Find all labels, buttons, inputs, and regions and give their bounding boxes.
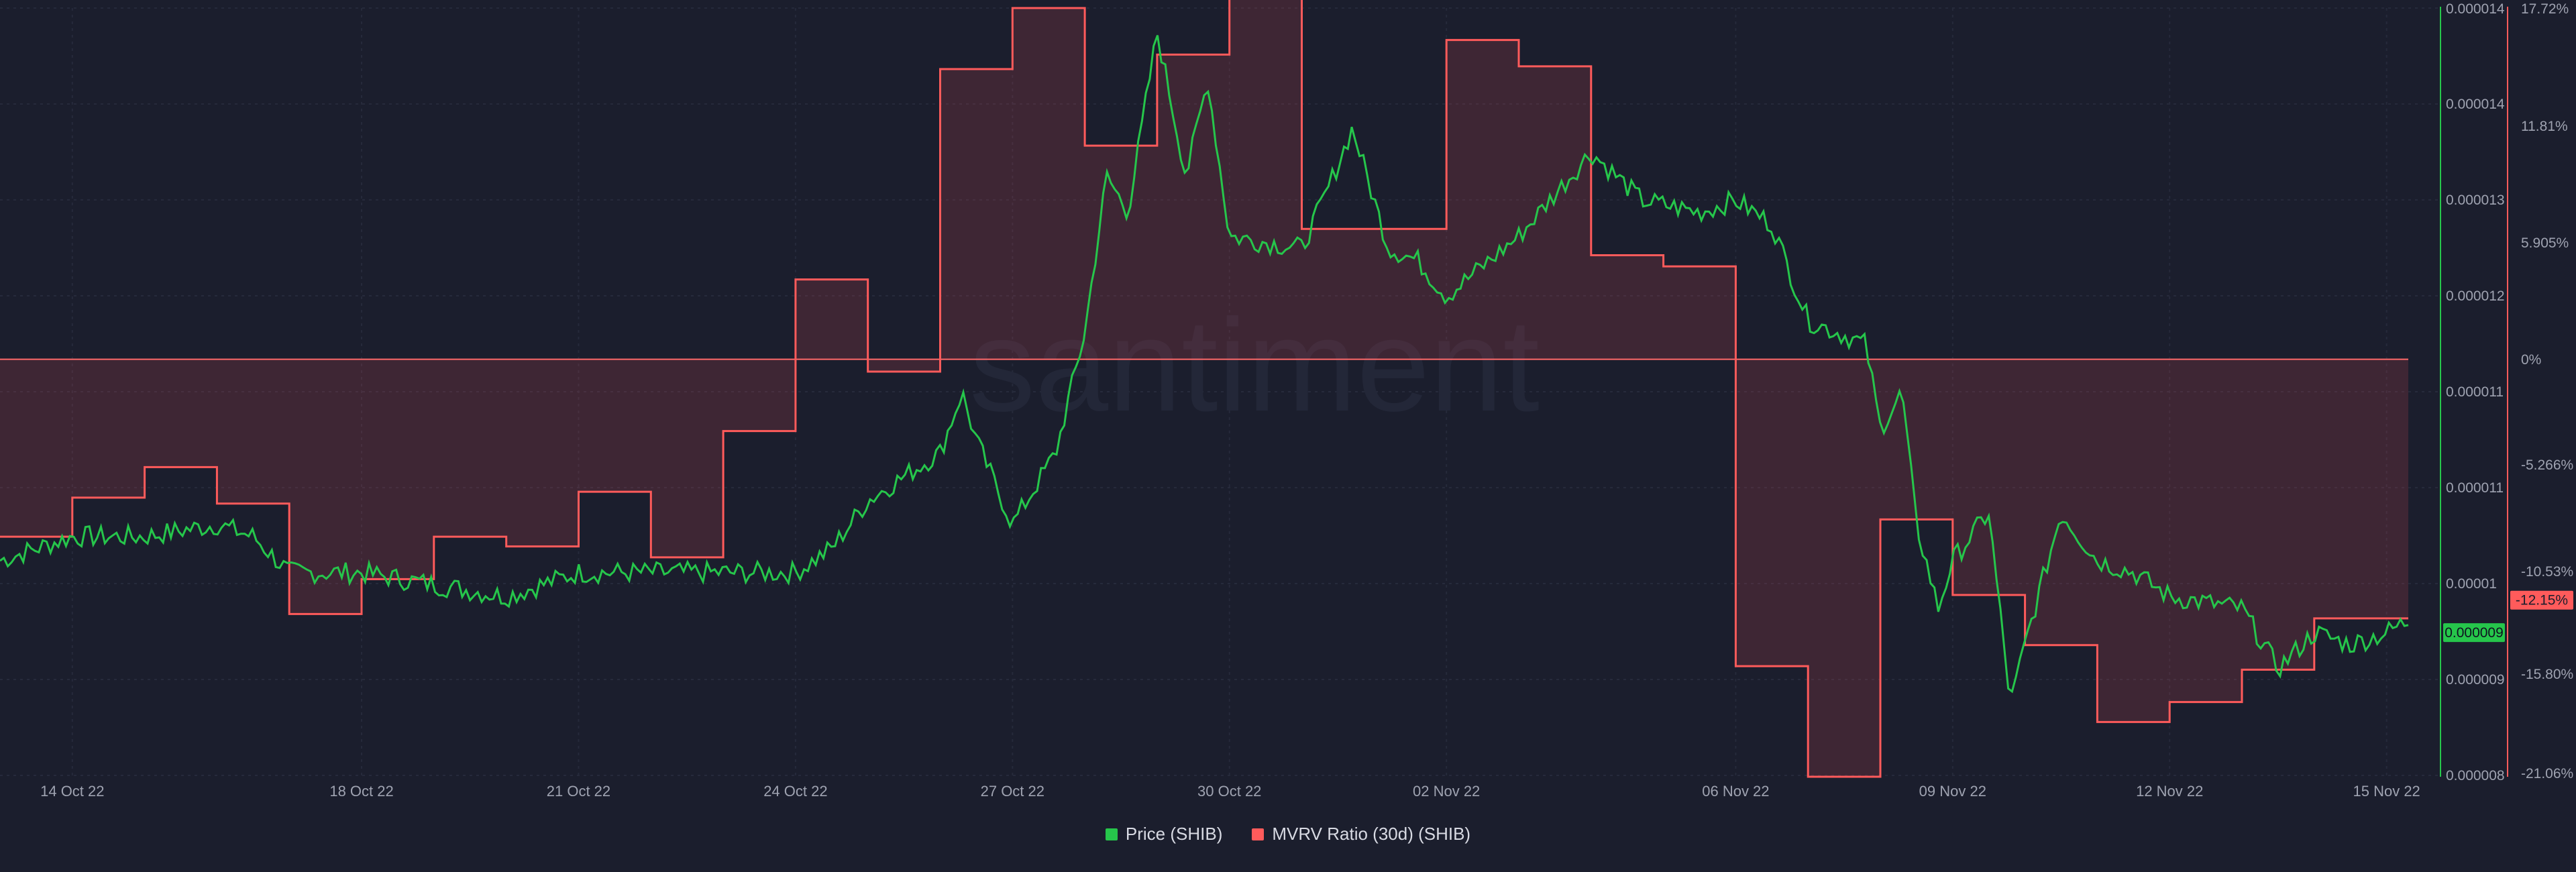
watermark: santiment <box>969 292 1540 439</box>
y-right-tick-label: -10.53% <box>2521 564 2573 580</box>
x-tick-label: 06 Nov 22 <box>1702 783 1769 800</box>
y-right-tick-labels: 17.72% 11.81% 5.905% 0% -5.266% -10.53% -15.80… <box>2521 1 2573 781</box>
y-left-tick-label: 0.000008 <box>2446 768 2505 783</box>
current-value-badges: 0.000009 -12.15% <box>2443 590 2573 643</box>
mvrv-swatch-icon <box>1252 828 1265 840</box>
x-tick-label: 12 Nov 22 <box>2136 783 2203 800</box>
mvrv-current-value: -12.15% <box>2516 593 2568 608</box>
y-right-tick-label: 0% <box>2521 352 2541 368</box>
mvrv-current-badge <box>2510 590 2573 610</box>
y-left-tick-labels: 0.000014 0.000014 0.000013 0.000012 0.000011… <box>2446 1 2505 783</box>
legend-label-mvrv: MVRV Ratio (30d) (SHIB) <box>1272 824 1471 844</box>
y-left-tick-label: 0.000009 <box>2446 672 2505 688</box>
y-right-tick-label: -5.266% <box>2521 457 2573 473</box>
mvrv-fill <box>0 0 2408 777</box>
y-right-tick-label: 5.905% <box>2521 235 2569 251</box>
y-left-tick-label: 0.000013 <box>2446 193 2505 208</box>
y-right-tick-label: -15.80% <box>2521 667 2573 682</box>
legend-label-price: Price (SHIB) <box>1125 824 1223 844</box>
legend-item-price[interactable]: Price (SHIB) <box>1105 824 1223 844</box>
x-tick-label: 02 Nov 22 <box>1413 783 1480 800</box>
x-tick-label: 21 Oct 22 <box>547 783 610 800</box>
y-left-tick-label: 0.00001 <box>2446 576 2497 592</box>
y-right-tick-label: 11.81% <box>2521 119 2568 134</box>
x-tick-label: 09 Nov 22 <box>1919 783 1986 800</box>
price-swatch-icon <box>1105 828 1118 840</box>
x-tick-label: 24 Oct 22 <box>763 783 827 800</box>
x-axis-labels: 14 Oct 22 18 Oct 22 21 Oct 22 24 Oct 22 27 O… <box>40 783 2420 800</box>
price-current-badge <box>2443 623 2505 643</box>
price-current-value: 0.000009 <box>2445 625 2504 641</box>
mvrv-area <box>0 0 2408 777</box>
price-line <box>0 35 2409 694</box>
x-tick-label: 30 Oct 22 <box>1197 783 1261 800</box>
legend-item-mvrv[interactable]: MVRV Ratio (30d) (SHIB) <box>1252 824 1470 844</box>
y-left-tick-label: 0.000012 <box>2446 288 2505 304</box>
y-right-tick-label: 17.72% <box>2521 1 2569 17</box>
y-right-tick-label: -21.06% <box>2521 766 2573 781</box>
x-tick-label: 18 Oct 22 <box>329 783 393 800</box>
x-tick-label: 14 Oct 22 <box>40 783 104 800</box>
x-tick-label: 27 Oct 22 <box>981 783 1044 800</box>
y-left-tick-label: 0.000011 <box>2446 480 2504 496</box>
y-left-tick-label: 0.000011 <box>2446 384 2504 400</box>
y-left-tick-label: 0.000014 <box>2446 97 2505 112</box>
legend: Price (SHIB) MVRV Ratio (30d) (SHIB) <box>0 824 2576 844</box>
y-left-tick-label: 0.000014 <box>2446 1 2505 17</box>
series-layer <box>0 0 2409 778</box>
x-tick-label: 15 Nov 22 <box>2353 783 2420 800</box>
axes <box>2440 7 2508 777</box>
